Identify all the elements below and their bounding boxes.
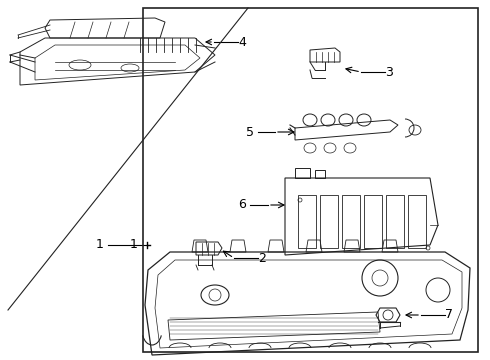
Text: 4: 4 bbox=[238, 36, 246, 49]
Text: 6: 6 bbox=[238, 198, 246, 211]
Text: 5: 5 bbox=[246, 126, 254, 139]
Text: 1: 1 bbox=[96, 238, 104, 252]
Text: 2: 2 bbox=[258, 252, 266, 265]
Text: 7: 7 bbox=[445, 309, 453, 321]
Text: 1: 1 bbox=[130, 238, 138, 252]
Bar bbox=[143, 8, 478, 352]
Text: 3: 3 bbox=[385, 66, 393, 78]
